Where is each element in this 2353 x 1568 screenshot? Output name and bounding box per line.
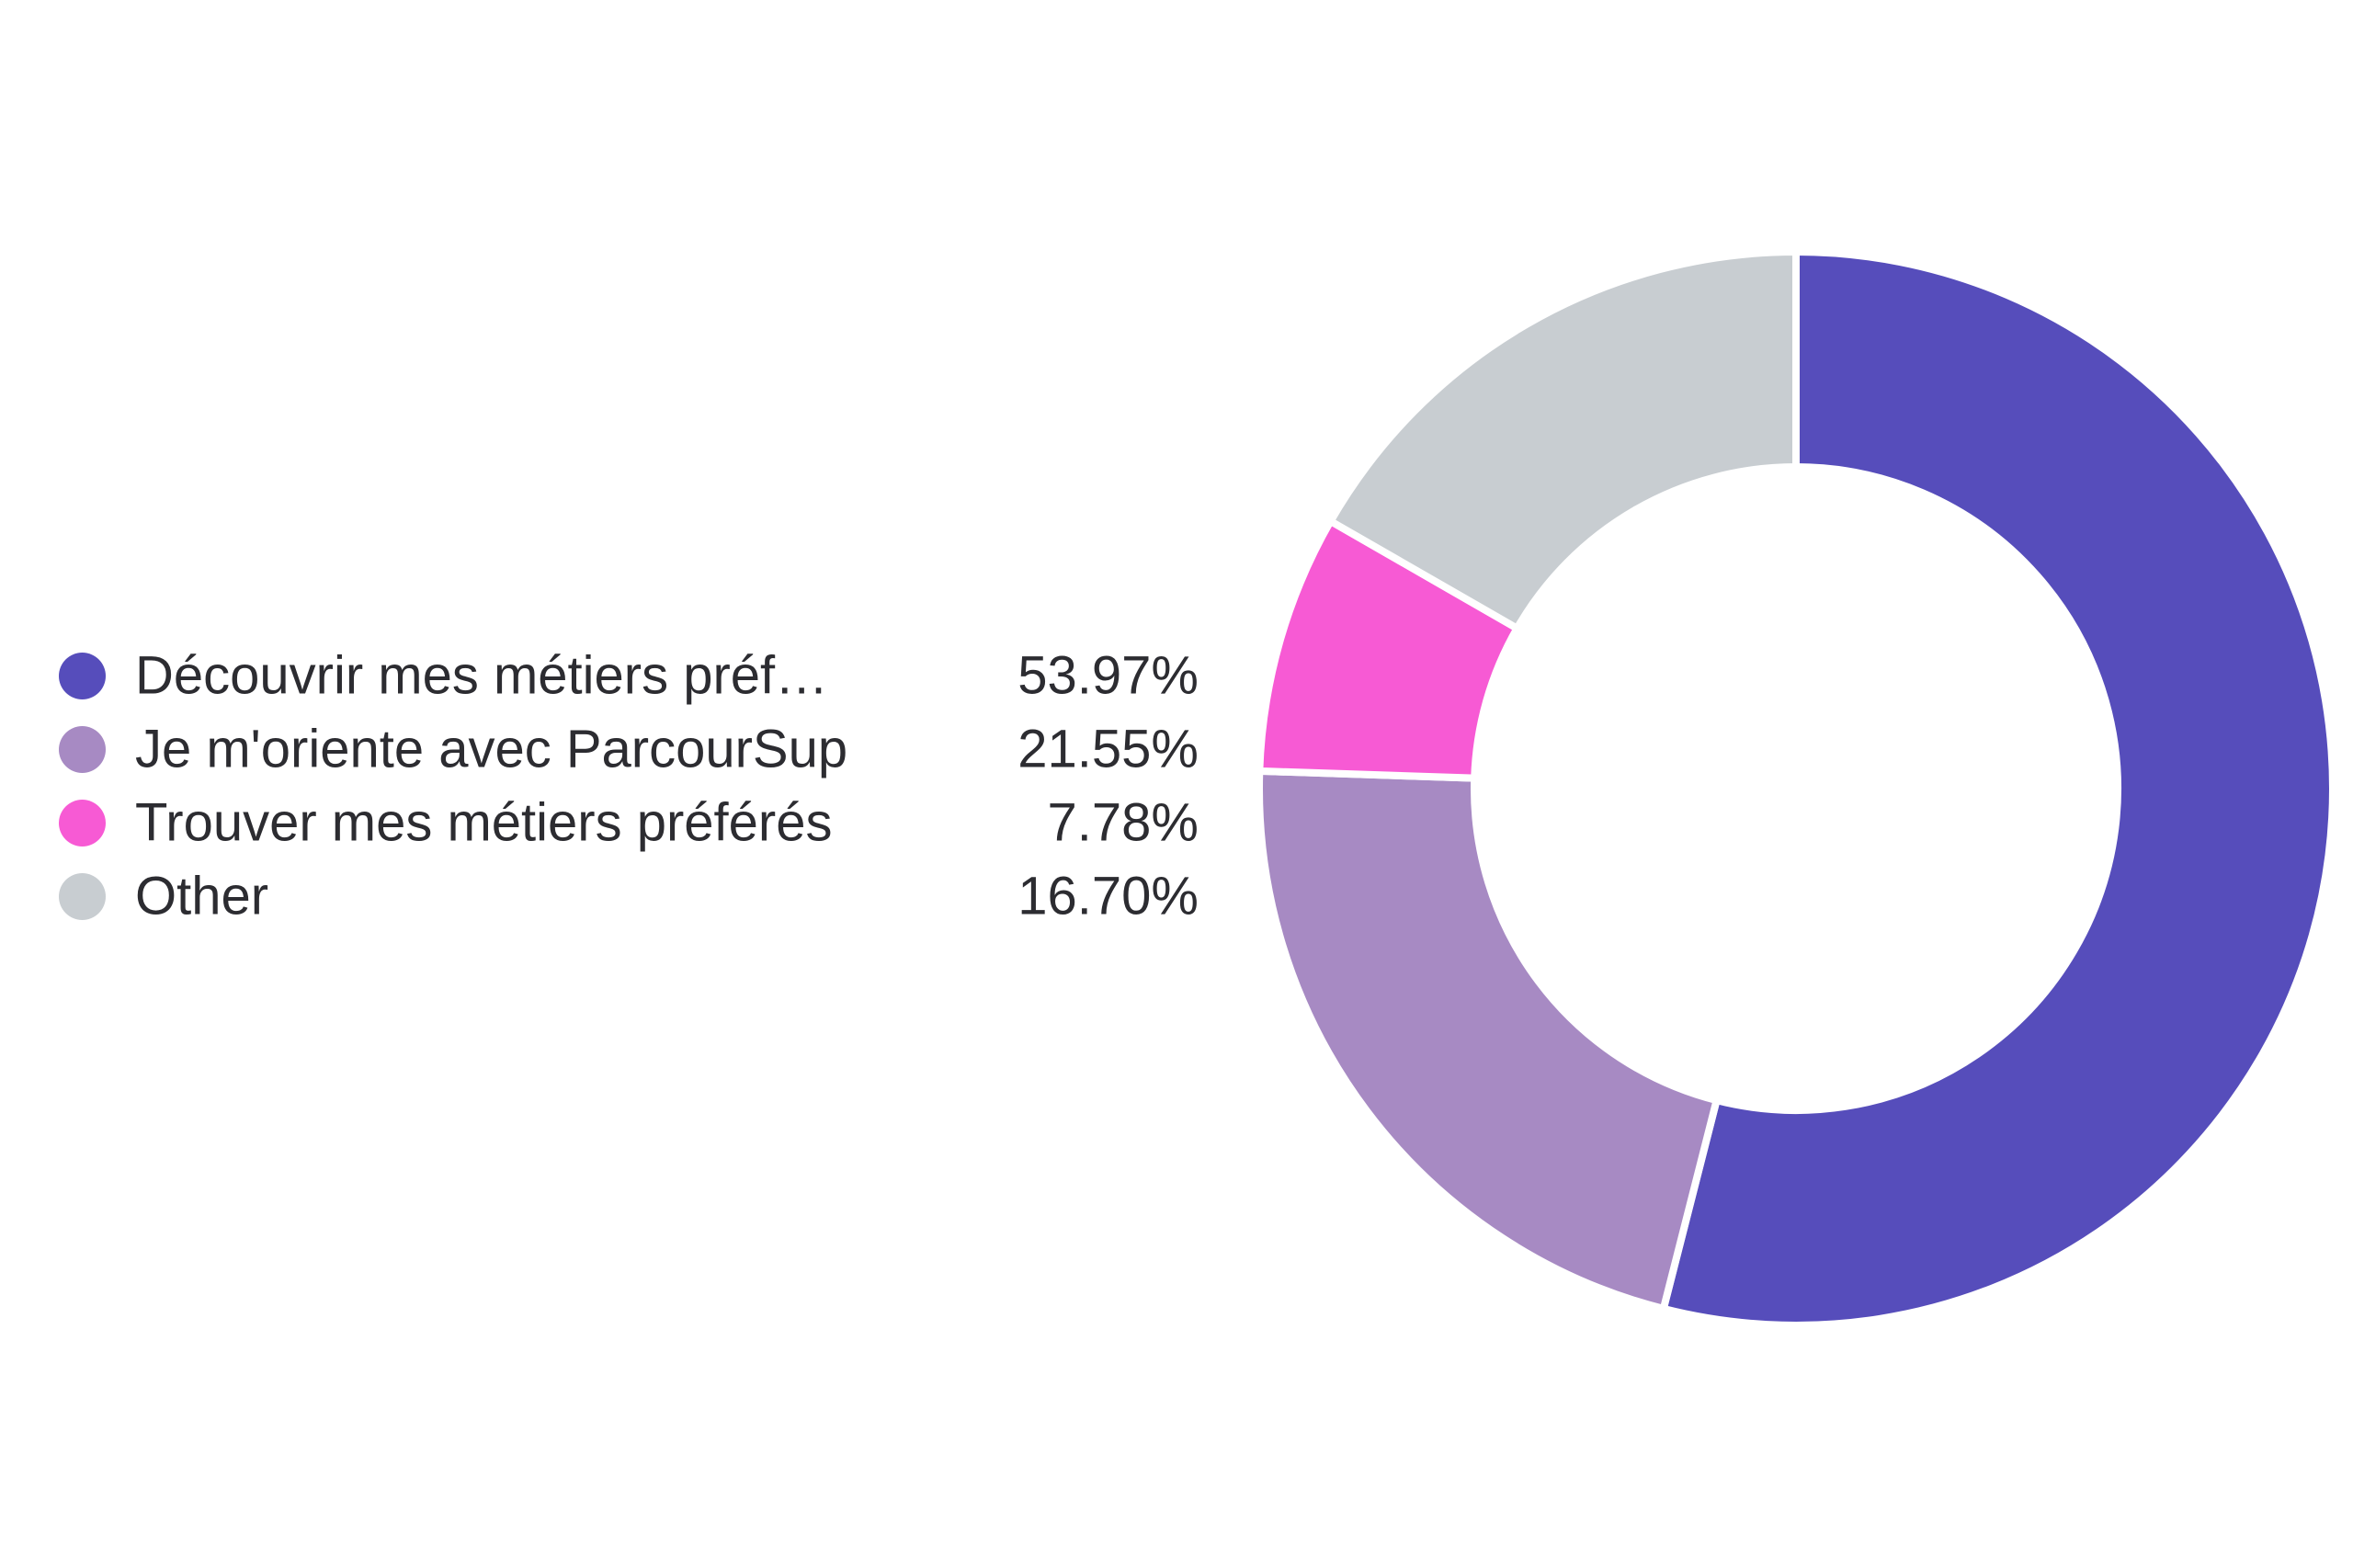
- legend-swatch: [59, 799, 106, 846]
- legend-swatch: [59, 652, 106, 699]
- legend-swatch: [59, 725, 106, 773]
- donut-slice[interactable]: [1255, 767, 1722, 1313]
- legend-item[interactable]: Trouver mes métiers préférés 7.78%: [59, 786, 1199, 859]
- legend-swatch: [59, 872, 106, 920]
- legend-item[interactable]: Je m'oriente avec ParcourSup 21.55%: [59, 712, 1199, 786]
- chart-legend: Découvrir mes métiers préf… 53.97% Je m'…: [59, 639, 1199, 933]
- legend-value: 7.78%: [1047, 792, 1199, 853]
- legend-item[interactable]: Découvrir mes métiers préf… 53.97%: [59, 639, 1199, 712]
- legend-value: 53.97%: [1017, 645, 1199, 706]
- donut-slice[interactable]: [1325, 247, 1800, 634]
- legend-item[interactable]: Other 16.70%: [59, 859, 1199, 933]
- donut-slice[interactable]: [1658, 247, 2336, 1329]
- legend-value: 16.70%: [1017, 866, 1199, 926]
- legend-value: 21.55%: [1017, 719, 1199, 779]
